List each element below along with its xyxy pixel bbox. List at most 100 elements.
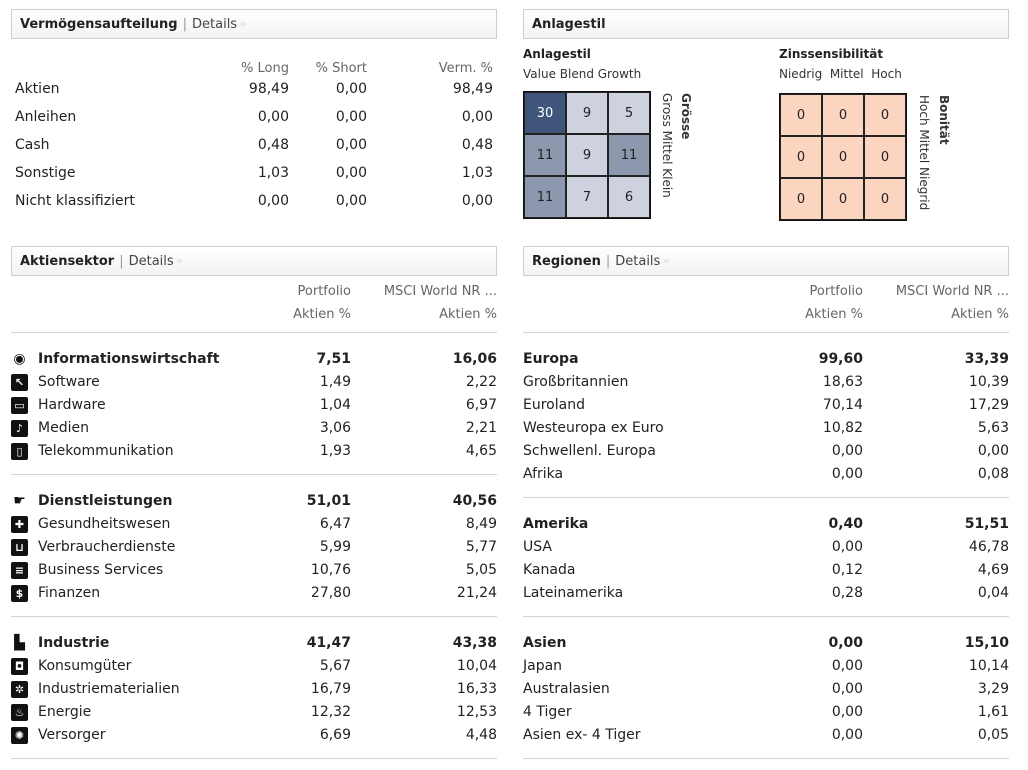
row-benchmark: 0,08: [977, 466, 1009, 482]
gear-icon: ✲: [11, 681, 28, 698]
table-row: Aktien 98,49 0,00 98,49: [11, 81, 495, 103]
row-label: Software: [38, 374, 100, 390]
row-label: Medien: [38, 420, 89, 436]
row-label: Westeuropa ex Euro: [523, 420, 664, 436]
row-benchmark: 0,00: [977, 443, 1009, 459]
chevron-right-icon: ›››: [662, 255, 670, 267]
row-portfolio: 5,99: [319, 539, 351, 555]
equity-style-col-labels: Value Blend Growth: [523, 67, 642, 81]
table-row: Sonstige 1,03 0,00 1,03: [11, 165, 495, 187]
row-benchmark: 10,39: [968, 374, 1009, 390]
row-benchmark: 4,65: [465, 443, 497, 459]
style-cell: 0: [780, 136, 822, 178]
row-benchmark: 5,63: [977, 420, 1009, 436]
group-benchmark: 16,06: [452, 351, 497, 367]
style-cell: 6: [608, 176, 650, 218]
row-long: 1,03: [257, 165, 289, 181]
row-label: Afrika: [523, 466, 564, 482]
table-row: ⊔ Verbraucherdienste 5,99 5,77: [11, 539, 497, 561]
sector-col1-line2: Aktien %: [293, 307, 351, 322]
divider: [11, 758, 497, 759]
row-portfolio: 12,32: [310, 704, 351, 720]
row-label: Aktien: [15, 81, 60, 97]
table-row: ✺ Versorger 6,69 4,48: [11, 727, 497, 749]
monitor-icon: ▭: [11, 397, 28, 414]
group-label: Europa: [523, 351, 579, 367]
row-portfolio: 10,76: [310, 562, 351, 578]
style-cell: 30: [524, 92, 566, 134]
row-label: Konsumgüter: [38, 658, 132, 674]
style-cell: 0: [822, 178, 864, 220]
row-benchmark: 4,48: [465, 727, 497, 743]
dollar-icon: $: [11, 585, 28, 602]
regions-details-link[interactable]: Details: [615, 253, 661, 269]
group-row: Asien 0,00 15,10: [523, 635, 1009, 657]
row-portfolio: 0,00: [831, 466, 863, 482]
group-row: Amerika 0,40 51,51: [523, 516, 1009, 538]
hand-icon: ☛: [13, 493, 26, 509]
row-label: Sonstige: [15, 165, 76, 181]
group-label: Amerika: [523, 516, 589, 532]
row-label: Finanzen: [38, 585, 101, 601]
divider: [11, 616, 497, 617]
row-label: USA: [523, 539, 552, 555]
sector-col1-line1: Portfolio: [297, 284, 351, 299]
sector-details-link[interactable]: Details: [128, 253, 174, 269]
group-portfolio: 51,01: [306, 493, 351, 509]
factory-icon: ▙: [14, 635, 25, 651]
row-benchmark: 1,61: [977, 704, 1009, 720]
row-net: 1,03: [461, 165, 493, 181]
car-icon: ◘: [11, 658, 28, 675]
row-short: 0,00: [335, 165, 367, 181]
style-cell: 11: [608, 134, 650, 176]
row-label: Euroland: [523, 397, 585, 413]
group-benchmark: 51,51: [964, 516, 1009, 532]
row-portfolio: 1,93: [319, 443, 351, 459]
row-net: 98,49: [452, 81, 493, 97]
row-portfolio: 6,47: [319, 516, 351, 532]
equity-style-box: 30 9 5 11 9 11 11 7 6: [523, 91, 651, 219]
sector-header: Aktiensektor | Details ›››: [11, 246, 497, 276]
fixed-income-col-labels: Niedrig Mittel Hoch: [779, 67, 902, 81]
style-cell: 5: [608, 92, 650, 134]
group-benchmark: 40,56: [452, 493, 497, 509]
group-label: Informationswirtschaft: [38, 351, 220, 367]
table-row: ♨ Energie 12,32 12,53: [11, 704, 497, 726]
row-long: 0,48: [257, 137, 289, 153]
row-portfolio: 5,67: [319, 658, 351, 674]
style-cell: 0: [864, 178, 906, 220]
investment-style-title: Anlagestil: [532, 16, 606, 32]
row-net: 0,00: [461, 109, 493, 125]
row-portfolio: 0,12: [831, 562, 863, 578]
col-short: % Short: [315, 61, 367, 76]
table-row: Asien ex- 4 Tiger 0,00 0,05: [523, 727, 1009, 749]
table-row: ✚ Gesundheitswesen 6,47 8,49: [11, 516, 497, 538]
row-label: Kanada: [523, 562, 576, 578]
asset-allocation-header: Vermögensaufteilung | Details ›››: [11, 9, 497, 39]
row-label: Schwellenl. Europa: [523, 443, 656, 459]
table-row: Großbritannien 18,63 10,39: [523, 374, 1009, 396]
regions-panel: Regionen | Details ››› Portfolio Aktien …: [523, 246, 1009, 770]
row-long: 98,49: [248, 81, 289, 97]
row-benchmark: 0,04: [977, 585, 1009, 601]
row-label: Asien ex- 4 Tiger: [523, 727, 641, 743]
table-row: Schwellenl. Europa 0,00 0,00: [523, 443, 1009, 465]
style-cell: 11: [524, 134, 566, 176]
group-row: ◉ Informationswirtschaft 7,51 16,06: [11, 351, 497, 373]
table-row: ≡ Business Services 10,76 5,05: [11, 562, 497, 584]
pill-icon: ✚: [11, 516, 28, 533]
investment-style-panel: Anlagestil Anlagestil Value Blend Growth…: [523, 9, 1009, 221]
row-benchmark: 5,77: [465, 539, 497, 555]
group-label: Dienstleistungen: [38, 493, 173, 509]
cart-icon: ⊔: [11, 539, 28, 556]
row-benchmark: 2,22: [465, 374, 497, 390]
col-net: Verm. %: [438, 61, 493, 76]
row-portfolio: 3,06: [319, 420, 351, 436]
group-portfolio: 0,00: [828, 635, 863, 651]
group-row: Europa 99,60 33,39: [523, 351, 1009, 373]
asset-allocation-details-link[interactable]: Details: [192, 16, 238, 32]
group-portfolio: 0,40: [828, 516, 863, 532]
row-portfolio: 0,00: [831, 443, 863, 459]
row-benchmark: 16,33: [456, 681, 497, 697]
